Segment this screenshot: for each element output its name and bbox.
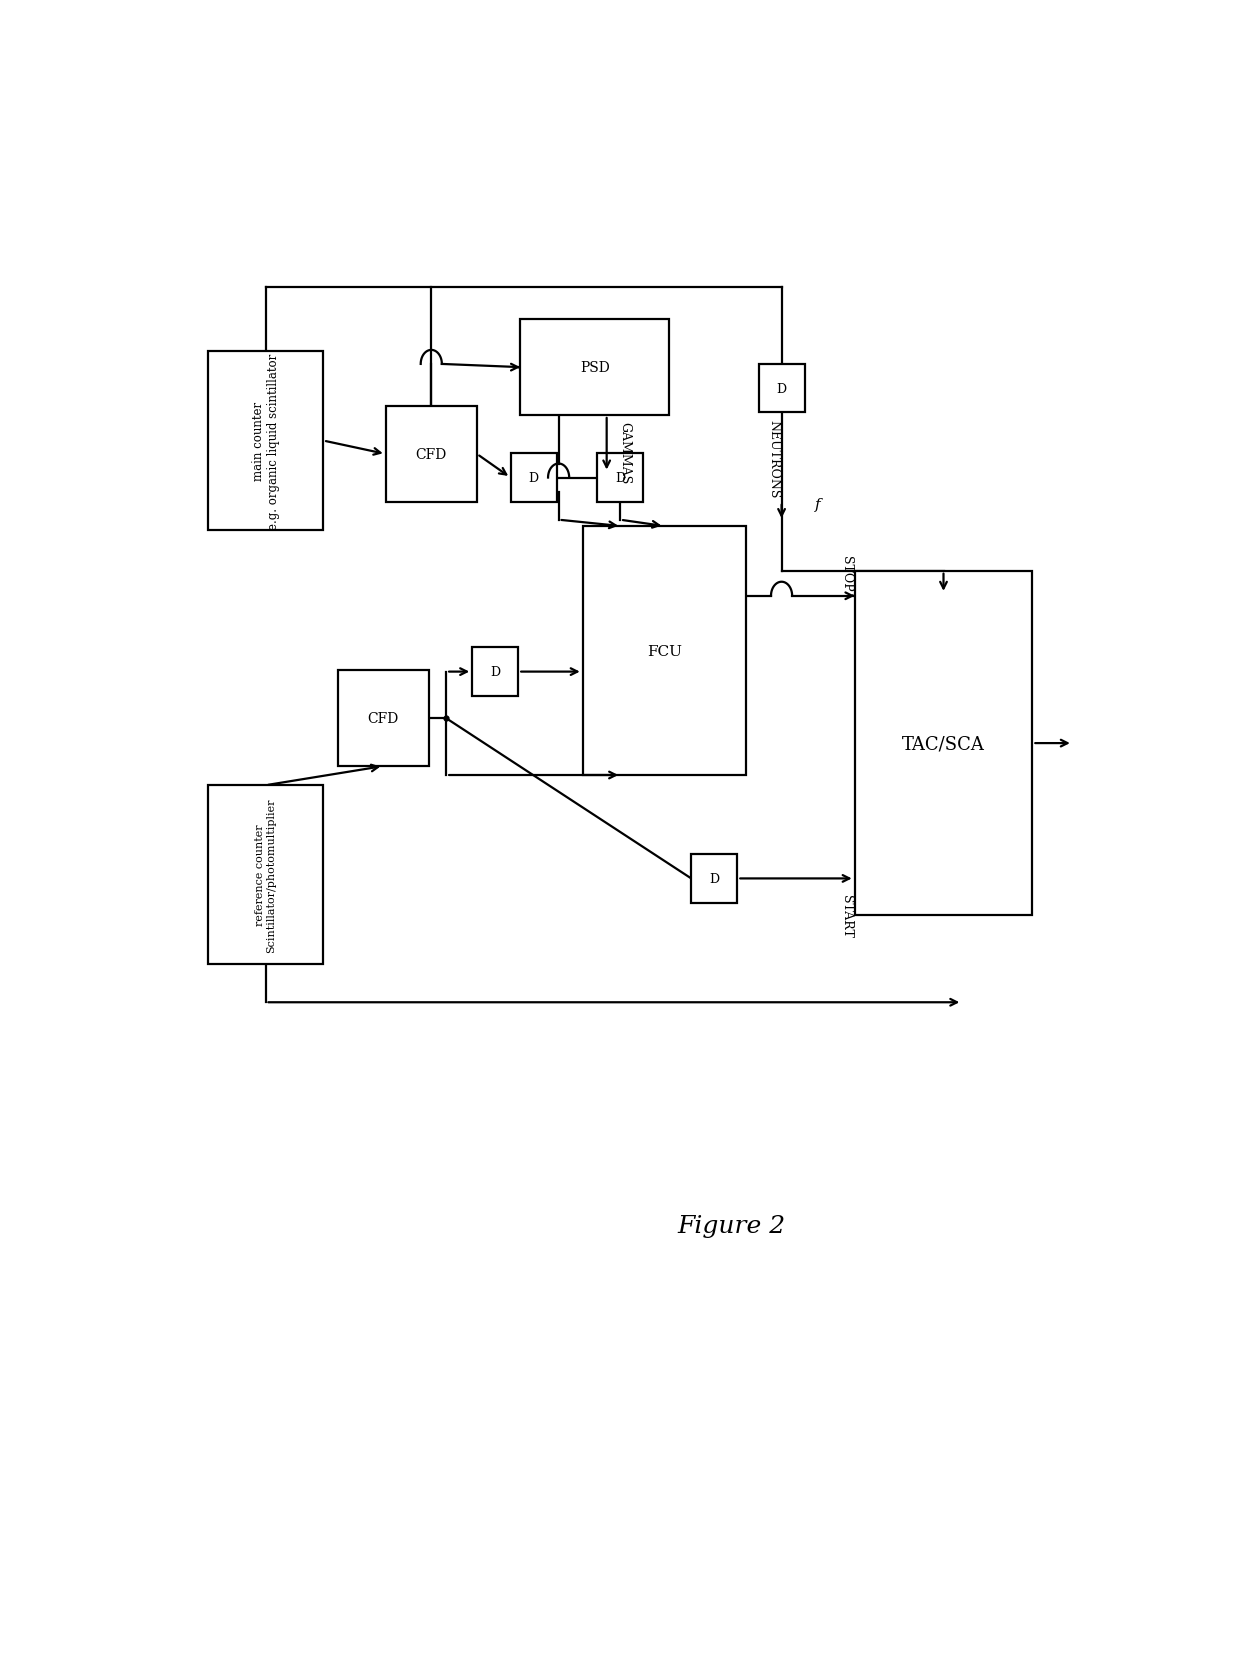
Text: GAMMAS: GAMMAS (619, 423, 631, 484)
Text: D: D (615, 472, 625, 486)
FancyBboxPatch shape (759, 365, 805, 413)
Text: CFD: CFD (367, 713, 399, 726)
Text: D: D (709, 872, 719, 885)
Text: PSD: PSD (580, 361, 610, 374)
FancyBboxPatch shape (854, 572, 1033, 916)
FancyBboxPatch shape (596, 454, 644, 502)
FancyBboxPatch shape (337, 671, 429, 767)
Text: D: D (776, 383, 786, 396)
Text: NEUTRONS: NEUTRONS (768, 419, 780, 497)
Text: STOP: STOP (841, 555, 853, 592)
FancyBboxPatch shape (208, 351, 324, 530)
FancyBboxPatch shape (472, 648, 518, 696)
Text: D: D (490, 666, 500, 679)
FancyBboxPatch shape (208, 785, 324, 964)
Text: START: START (841, 895, 853, 938)
Text: f: f (815, 499, 821, 512)
Text: D: D (528, 472, 538, 486)
Text: FCU: FCU (647, 645, 682, 658)
Text: CFD: CFD (415, 447, 446, 462)
FancyBboxPatch shape (521, 320, 670, 416)
FancyBboxPatch shape (583, 527, 746, 775)
Text: main counter
e.g. organic liquid scintillator: main counter e.g. organic liquid scintil… (252, 353, 279, 529)
Text: TAC/SCA: TAC/SCA (901, 734, 985, 752)
FancyBboxPatch shape (386, 408, 477, 502)
Text: Figure 2: Figure 2 (677, 1215, 786, 1238)
FancyBboxPatch shape (691, 855, 738, 903)
FancyBboxPatch shape (511, 454, 557, 502)
Text: reference counter
Scintillator/photomultiplier: reference counter Scintillator/photomult… (254, 799, 277, 953)
